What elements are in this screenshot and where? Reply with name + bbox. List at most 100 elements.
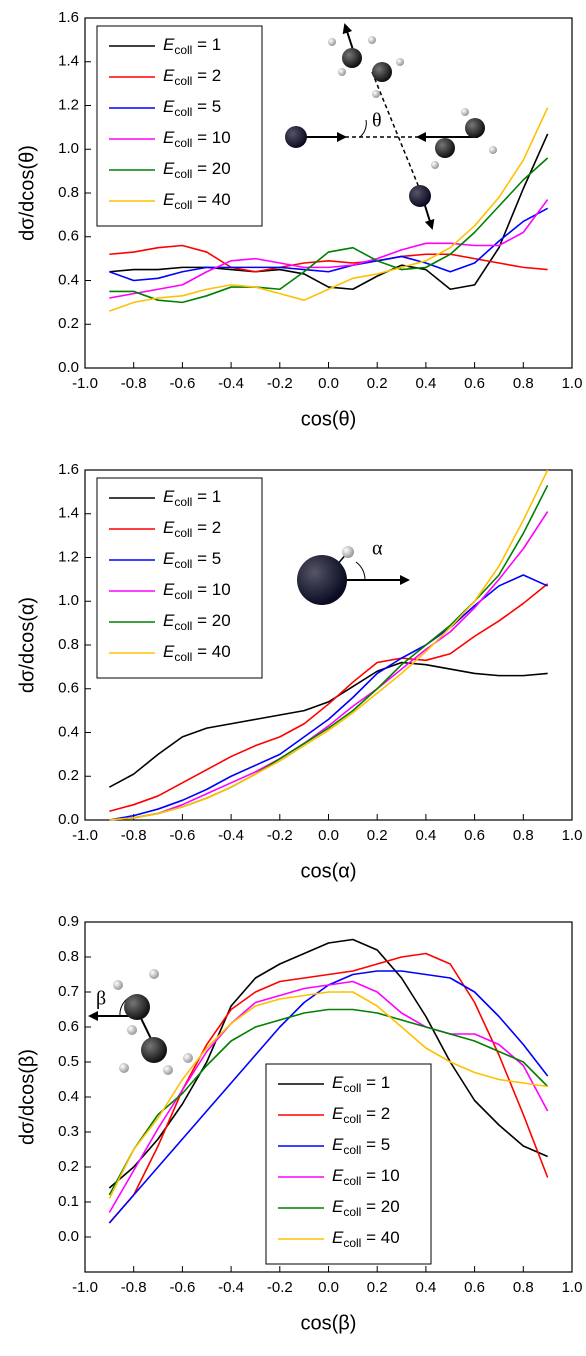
legend-box <box>96 25 263 227</box>
inset-molecules: θ <box>285 23 497 230</box>
x-tick-label: -0.6 <box>169 827 195 844</box>
legend-label: Ecoll = 40 <box>163 642 231 664</box>
x-tick-label: -0.8 <box>121 1279 147 1296</box>
series-line <box>109 133 549 291</box>
series-line <box>108 938 548 1189</box>
y-tick-label: 1.2 <box>58 548 79 565</box>
legend-box <box>96 477 263 679</box>
x-tick-label: -0.4 <box>218 827 244 844</box>
y-tick-label: 0.1 <box>58 1193 79 1210</box>
y-tick-label: 0.2 <box>58 1158 79 1175</box>
y-tick-label: 0.4 <box>58 723 79 740</box>
series-line <box>108 1008 549 1196</box>
legend: Ecoll = 1 Ecoll = 2 Ecoll = 5 Ecoll = 10 Eco… <box>96 25 263 227</box>
inset-angle-label: θ <box>372 110 382 132</box>
legend-label: Ecoll = 2 <box>332 1104 390 1126</box>
y-tick-label: 0.7 <box>58 983 79 1000</box>
x-tick-label: 0.8 <box>513 375 534 392</box>
y-tick-label: 1.6 <box>58 461 79 478</box>
x-tick-label: -1.0 <box>72 827 98 844</box>
x-tick-label: 0.6 <box>464 375 485 392</box>
x-tick-label: 0.2 <box>367 1279 388 1296</box>
legend-label: Ecoll = 2 <box>163 66 221 88</box>
y-tick-label: 0.9 <box>58 913 79 930</box>
legend-label: Ecoll = 20 <box>332 1197 400 1219</box>
x-tick-label: -0.6 <box>169 375 195 392</box>
legend-label: Ecoll = 5 <box>332 1135 390 1157</box>
x-tick-label: 0.0 <box>318 1279 339 1296</box>
y-axis-label: dσ/dcos(θ) <box>16 145 38 241</box>
x-tick-label: 0.6 <box>464 1279 485 1296</box>
legend-label: Ecoll = 40 <box>163 190 231 212</box>
x-tick-label: 0.4 <box>415 375 436 392</box>
y-tick-label: 0.2 <box>58 315 79 332</box>
y-tick-label: 0.4 <box>58 1088 79 1105</box>
y-tick-label: 1.0 <box>58 592 79 609</box>
y-tick-label: 0.6 <box>58 1018 79 1035</box>
y-tick-label: 0.4 <box>58 271 79 288</box>
x-tick-label: 0.2 <box>367 827 388 844</box>
y-tick-label: 1.6 <box>58 9 79 26</box>
x-tick-label: -0.2 <box>267 827 293 844</box>
y-tick-label: 1.4 <box>58 53 79 70</box>
series-line <box>109 107 549 312</box>
y-tick-label: 0.3 <box>58 1123 79 1140</box>
series-line <box>109 469 549 821</box>
x-axis-label: cos(α) <box>300 860 356 882</box>
legend: Ecoll = 1 Ecoll = 2 Ecoll = 5 Ecoll = 10 Eco… <box>265 1063 432 1265</box>
y-axis-label: dσ/dcos(α) <box>16 597 38 693</box>
x-tick-label: 0.0 <box>318 827 339 844</box>
y-tick-label: 0.8 <box>58 184 79 201</box>
x-tick-label: 1.0 <box>562 375 583 392</box>
legend-box <box>265 1063 432 1265</box>
x-tick-label: 0.4 <box>415 827 436 844</box>
x-axis-label: cos(θ) <box>301 408 357 430</box>
legend-label: Ecoll = 20 <box>163 611 231 633</box>
inset-molecules: α <box>297 538 410 605</box>
x-tick-label: 0.0 <box>318 375 339 392</box>
legend-label: Ecoll = 1 <box>163 35 221 57</box>
series-line <box>108 991 548 1199</box>
series-line <box>108 661 548 788</box>
y-tick-label: 0.6 <box>58 680 79 697</box>
y-tick-label: 0.0 <box>58 1228 79 1245</box>
series-line <box>108 980 549 1213</box>
series-line <box>109 574 548 821</box>
y-tick-label: 0.0 <box>58 359 79 376</box>
series-line <box>109 207 549 282</box>
x-tick-label: -0.6 <box>169 1279 195 1296</box>
legend-label: Ecoll = 2 <box>163 518 221 540</box>
x-tick-label: -0.8 <box>121 827 147 844</box>
y-tick-label: 0.8 <box>58 636 79 653</box>
legend: Ecoll = 1 Ecoll = 2 Ecoll = 5 Ecoll = 10 Eco… <box>96 477 263 679</box>
y-axis-label: dσ/dcos(β) <box>16 1049 38 1145</box>
x-tick-label: 1.0 <box>562 1279 583 1296</box>
x-tick-label: 1.0 <box>562 827 583 844</box>
series-line <box>109 583 549 813</box>
inset-angle-label: β <box>96 988 106 1010</box>
y-tick-label: 1.0 <box>58 140 79 157</box>
series-line <box>109 511 549 821</box>
x-tick-label: -0.4 <box>218 375 244 392</box>
legend-label: Ecoll = 20 <box>163 159 231 181</box>
x-axis-label: cos(β) <box>301 1312 357 1334</box>
y-tick-label: 0.2 <box>58 767 79 784</box>
series-line <box>109 157 549 304</box>
x-tick-label: -1.0 <box>72 375 98 392</box>
x-tick-label: -0.2 <box>267 375 293 392</box>
legend-label: Ecoll = 1 <box>332 1073 390 1095</box>
y-tick-label: 1.4 <box>58 505 79 522</box>
inset-angle-label: α <box>372 538 383 560</box>
y-tick-label: 0.6 <box>58 228 79 245</box>
legend-label: Ecoll = 10 <box>163 580 231 602</box>
legend-label: Ecoll = 10 <box>163 128 231 150</box>
y-tick-label: 0.8 <box>58 948 79 965</box>
series-line <box>109 199 549 299</box>
legend-label: Ecoll = 5 <box>163 97 221 119</box>
y-tick-label: 0.0 <box>58 811 79 828</box>
legend-label: Ecoll = 1 <box>163 487 221 509</box>
x-tick-label: 0.2 <box>367 375 388 392</box>
x-tick-label: -0.4 <box>218 1279 244 1296</box>
x-tick-label: -0.2 <box>267 1279 293 1296</box>
legend-label: Ecoll = 10 <box>332 1166 400 1188</box>
